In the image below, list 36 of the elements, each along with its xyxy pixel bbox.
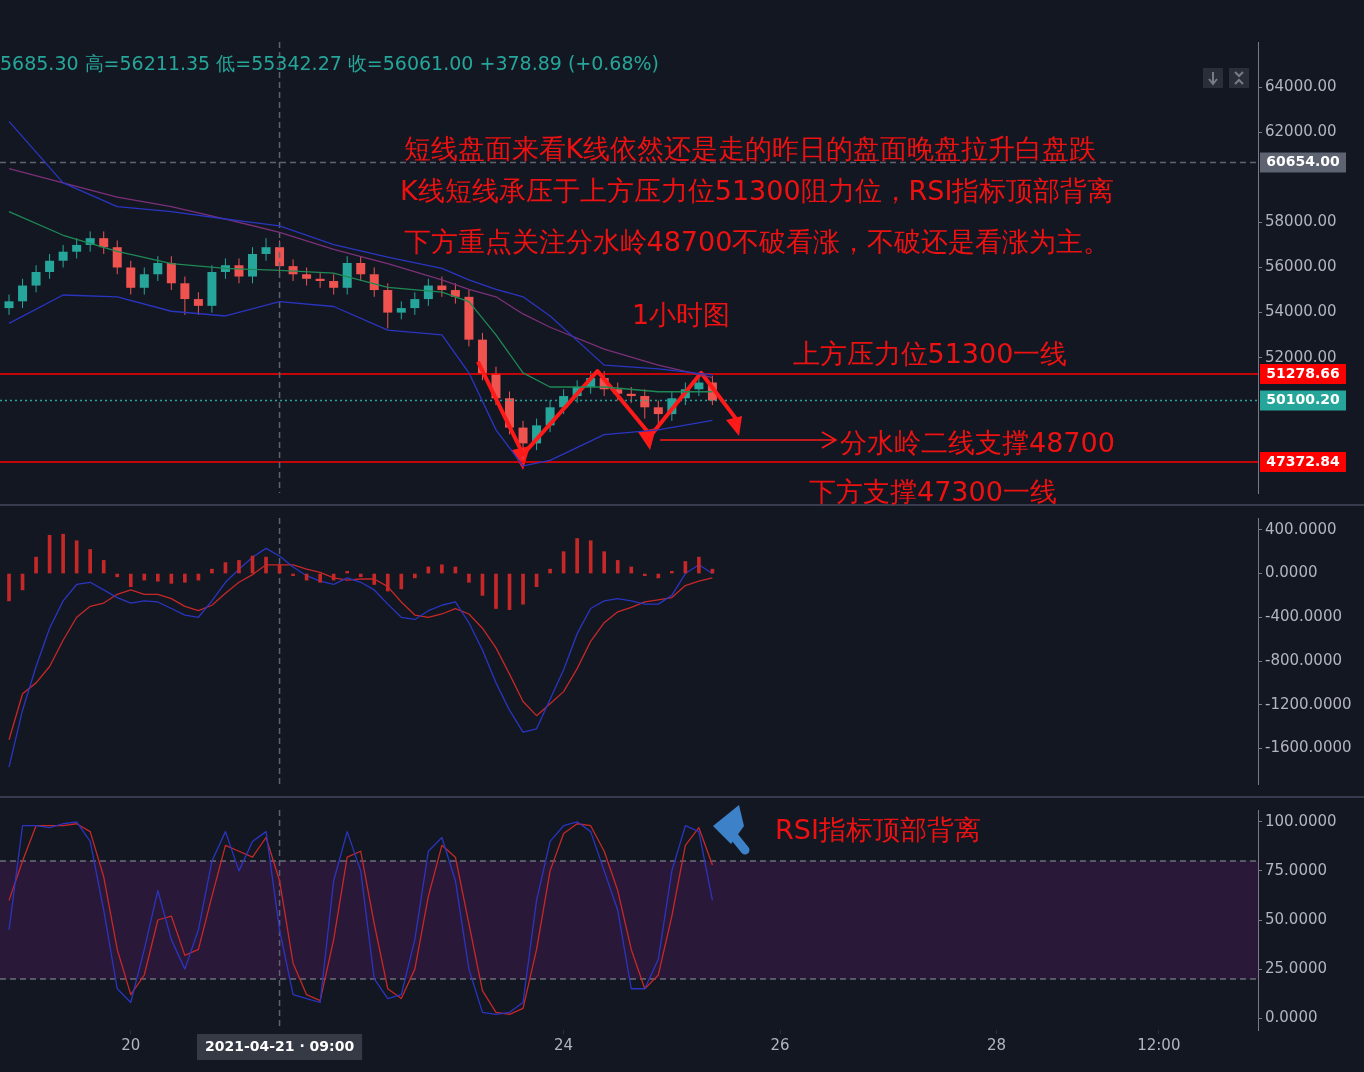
y-tick-label: 0.0000 (1265, 563, 1318, 582)
annotation: RSI指标顶部背离 (775, 813, 981, 847)
y-tick-label: 64000.00 (1265, 76, 1337, 95)
annotation: 1小时图 (632, 298, 731, 332)
annotation: 下方重点关注分水岭48700不破看涨，不破还是看涨为主。 (403, 225, 1111, 259)
ref-line-label: 60654.00 (1266, 153, 1341, 170)
y-tick-label: -1600.0000 (1265, 738, 1352, 757)
y-tick-label: 100.0000 (1265, 811, 1337, 830)
x-tick-label: 20 (121, 1035, 141, 1054)
annotation: 短线盘面来看K线依然还是走的昨日的盘面晚盘拉升白盘跌 (403, 132, 1097, 166)
ref-line-label: 47372.84 (1266, 452, 1341, 469)
x-tick-label: 12:00 (1137, 1035, 1181, 1054)
annotation: K线短线承压于上方压力位51300阻力位，RSI指标顶部背离 (400, 174, 1115, 208)
y-tick-label: 50.0000 (1265, 909, 1328, 928)
y-tick-label: -400.0000 (1265, 607, 1342, 626)
y-tick-label: -1200.0000 (1265, 694, 1352, 713)
y-tick-label: 56000.00 (1265, 257, 1337, 276)
y-tick-label: -800.0000 (1265, 650, 1342, 669)
y-tick-label: 62000.00 (1265, 122, 1337, 141)
x-tick-label: 26 (770, 1035, 790, 1054)
ref-line-label: 2021-04-21 · 09:00 (204, 1037, 355, 1054)
annotation: 分水岭二线支撑48700 (840, 426, 1115, 460)
y-tick-label: 75.0000 (1265, 860, 1328, 879)
x-tick-label: 24 (554, 1035, 574, 1054)
y-tick-label: 58000.00 (1265, 212, 1337, 231)
y-tick-label: 25.0000 (1265, 959, 1328, 977)
annotation: 下方支撑47300一线 (809, 475, 1057, 509)
y-tick-label: 0.0000 (1265, 1008, 1318, 1027)
ref-line-label: 50100.20 (1266, 391, 1341, 408)
y-tick-label: 400.0000 (1265, 519, 1337, 538)
annotation: 上方压力位51300一线 (792, 337, 1068, 371)
x-tick-label: 28 (986, 1035, 1007, 1054)
y-tick-label: 54000.00 (1265, 302, 1337, 321)
ref-line-label: 51278.66 (1266, 364, 1340, 381)
y-tick-label: 52000.00 (1265, 347, 1337, 366)
annotation: 5685.30 高=56211.35 低=55342.27 收=56061.00 +378.89 (+0.68%) (0, 51, 660, 76)
